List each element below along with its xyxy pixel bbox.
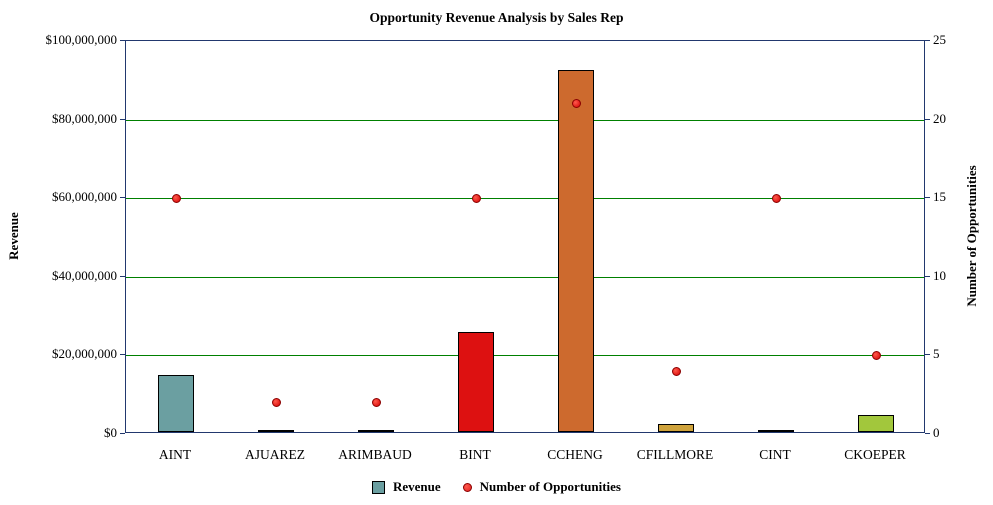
left-axis-tick-label: $40,000,000 (52, 267, 117, 283)
right-axis-tick (925, 40, 930, 41)
left-axis-tick (120, 433, 125, 434)
revenue-bar (258, 430, 294, 432)
left-axis-tick (120, 275, 125, 277)
left-axis-tick-label: $80,000,000 (52, 110, 117, 126)
left-axis-tick (120, 354, 125, 356)
opportunities-dot (871, 350, 881, 360)
opportunities-dot (271, 398, 281, 408)
category-label: CINT (759, 447, 791, 462)
revenue-bar (658, 424, 694, 432)
left-axis-tick-label: $0 (104, 425, 117, 440)
opportunities-dot (571, 99, 581, 109)
opportunities-dot (171, 193, 181, 203)
opportunities-legend-label: Number of Opportunities (479, 479, 621, 494)
right-axis-tick (925, 118, 930, 120)
category-label: AJUAREZ (245, 447, 305, 462)
revenue-bar (558, 70, 594, 432)
gridline (126, 355, 924, 357)
chart-title: Opportunity Revenue Analysis by Sales Re… (369, 10, 624, 25)
left-axis-tick (120, 40, 125, 41)
revenue-legend-swatch-icon (372, 480, 385, 494)
right-axis-tick (925, 197, 930, 199)
right-axis-tick (925, 433, 930, 434)
right-axis-tick-label: 5 (933, 346, 940, 362)
left-axis-tick-label: $60,000,000 (52, 189, 117, 205)
category-label: CFILLMORE (636, 447, 714, 462)
right-axis-tick-label: 0 (933, 425, 940, 440)
category-label: AINT (158, 447, 192, 462)
category-label: BINT (459, 447, 491, 462)
category-label: CCHENG (547, 447, 603, 462)
revenue-bar (458, 331, 494, 432)
category-label: ARIMBAUD (338, 447, 412, 462)
left-axis-tick-label: $100,000,000 (45, 32, 118, 47)
opportunities-dot (371, 398, 381, 408)
right-axis-title: Number of Opportunities (964, 165, 979, 307)
left-axis-tick-label: $20,000,000 (52, 346, 117, 362)
revenue-legend-label: Revenue (393, 479, 441, 494)
opportunities-dot (671, 366, 681, 376)
right-axis-tick-label: 10 (933, 267, 946, 283)
revenue-bar (158, 375, 194, 432)
category-label: CKOEPER (844, 447, 906, 462)
left-axis-tick (120, 197, 125, 199)
revenue-bar (358, 430, 394, 432)
gridline (126, 198, 924, 200)
right-axis-tick-label: 20 (933, 110, 946, 126)
plot-area (125, 40, 925, 433)
opportunities-dot (771, 193, 781, 203)
left-axis-title: Revenue (6, 212, 21, 260)
opportunities-dot (471, 193, 481, 203)
revenue-bar (758, 430, 794, 432)
right-axis-tick (925, 354, 930, 356)
gridline (126, 276, 924, 278)
legend: Revenue Number of Opportunities (0, 479, 993, 495)
right-axis-tick-label: 15 (933, 189, 946, 205)
opportunities-legend-dot-icon (462, 482, 472, 492)
right-axis-tick (925, 275, 930, 277)
revenue-bar (858, 415, 894, 432)
right-axis-tick-label: 25 (933, 32, 946, 47)
gridline (126, 119, 924, 121)
left-axis-tick (120, 118, 125, 120)
